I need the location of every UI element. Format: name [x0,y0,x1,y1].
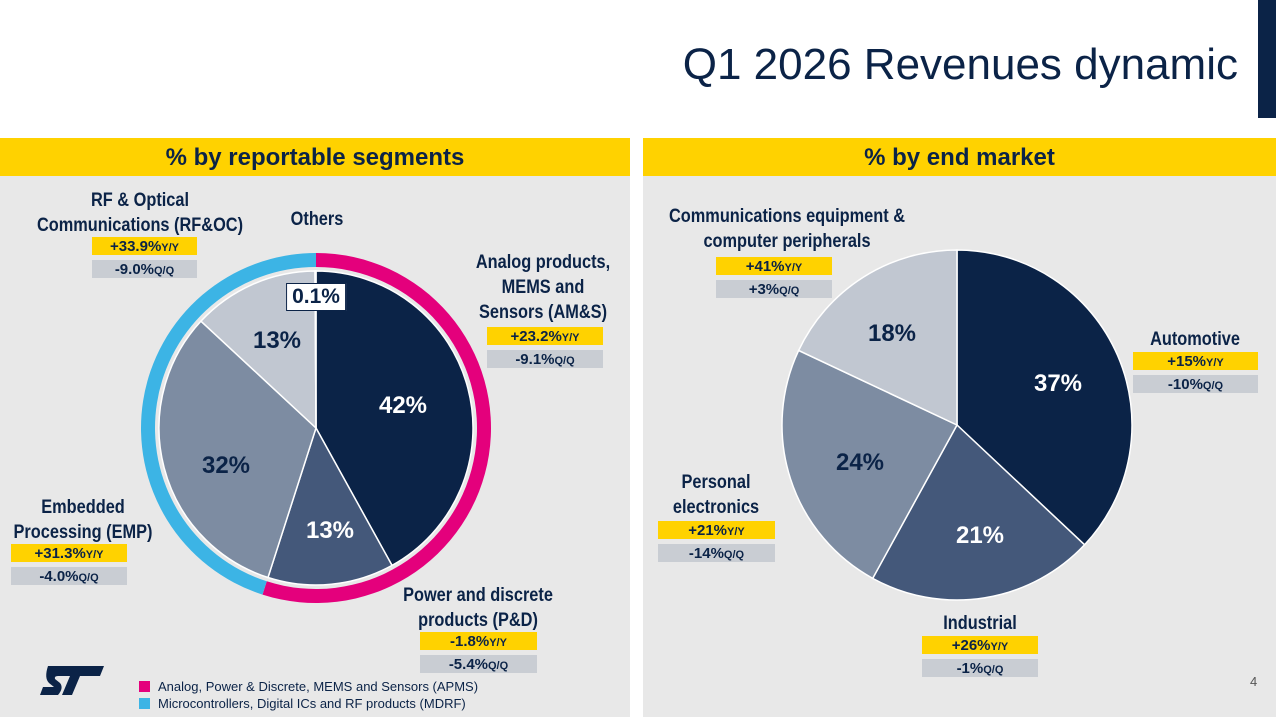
yoy-value: +31.3% [34,545,86,562]
yoy-growth: +21%Y/Y [658,521,775,539]
panel-title: % by reportable segments [0,138,630,176]
pie-slice [781,349,959,580]
qoq-growth: +3%Q/Q [716,280,832,298]
qoq-growth: -1%Q/Q [922,659,1038,677]
yoy-value: +33.9% [109,238,162,255]
category-label: Others [290,209,344,230]
yoy-value: +21% [688,522,728,539]
accent-bar [1258,0,1276,118]
value-label: 42% [378,392,428,419]
value-label: 0.1% [286,283,346,311]
category-label: Embedded Processing (EMP) [13,497,153,543]
yoy-value: +23.2% [510,328,562,345]
yoy-suffix: Y/Y [85,549,104,561]
value-label: 32% [201,452,251,479]
qoq-growth: -4.0%Q/Q [11,567,127,585]
yoy-suffix: Y/Y [161,242,180,254]
yoy-value: +41% [745,258,785,275]
yoy-growth: +33.9%Y/Y [92,237,197,255]
value-label: 13% [252,327,302,354]
qoq-suffix: Q/Q [78,572,99,584]
qoq-suffix: Q/Q [1202,380,1224,392]
yoy-suffix: Y/Y [727,526,745,538]
legend-label: Analog, Power & Discrete, MEMS and Senso… [158,679,479,694]
pie-slice [158,320,317,579]
yoy-suffix: Y/Y [1206,357,1224,369]
legend-entry: Analog, Power & Discrete, MEMS and Senso… [139,679,478,694]
pie-slice [797,249,958,427]
pie-slice [956,249,1133,546]
category-label: Analog products, MEMS and Sensors (AM&S) [475,252,611,323]
category-label: Personal electronics [672,472,760,518]
category-label: Industrial [943,613,1017,634]
value-label: 21% [955,522,1005,549]
qoq-value: -1% [956,660,984,677]
value-label: 24% [835,449,885,476]
qoq-value: +3% [748,281,780,298]
pie-slice [315,270,474,567]
yoy-suffix: Y/Y [489,637,507,649]
qoq-growth: -10%Q/Q [1133,375,1258,393]
value-label: 18% [867,320,917,347]
value-label: 37% [1033,370,1083,397]
qoq-value: -9.1% [515,351,555,368]
yoy-growth: +41%Y/Y [716,257,832,275]
yoy-value: +26% [951,637,991,654]
pie-slice [871,423,1086,601]
slide-title: Q1 2026 Revenues dynamic [682,40,1238,89]
category-label: RF & Optical Communications (RF&OC) [36,190,244,236]
qoq-suffix: Q/Q [488,660,509,672]
qoq-growth: -9.1%Q/Q [487,350,603,368]
yoy-suffix: Y/Y [784,262,803,274]
yoy-value: -1.8% [450,633,490,650]
page-number: 4 [1250,674,1258,689]
qoq-value: -14% [688,545,724,562]
qoq-value: -5.4% [448,656,488,673]
yoy-growth: +15%Y/Y [1133,352,1258,370]
qoq-suffix: Q/Q [779,285,800,297]
pie-slice [267,426,394,586]
st-logo [40,666,104,695]
value-label: 13% [305,517,355,544]
qoq-value: -10% [1167,376,1203,393]
qoq-suffix: Q/Q [723,549,745,561]
legend-swatch [139,698,150,709]
yoy-growth: +31.3%Y/Y [11,544,127,562]
qoq-suffix: Q/Q [554,355,575,367]
qoq-suffix: Q/Q [154,265,175,277]
yoy-growth: +23.2%Y/Y [487,327,603,345]
qoq-value: -4.0% [39,568,79,585]
qoq-value: -9.0% [114,261,154,278]
legend-swatch [139,681,150,692]
yoy-suffix: Y/Y [561,332,580,344]
category-label: Automotive [1150,329,1240,350]
panel-title: % by end market [643,138,1276,176]
qoq-growth: -5.4%Q/Q [420,655,537,673]
yoy-suffix: Y/Y [990,641,1009,653]
legend-label: Microcontrollers, Digital ICs and RF pro… [158,696,466,711]
yoy-growth: -1.8%Y/Y [420,632,537,650]
legend-entry: Microcontrollers, Digital ICs and RF pro… [139,696,466,711]
qoq-suffix: Q/Q [983,664,1004,676]
qoq-growth: -14%Q/Q [658,544,775,562]
category-label: Communications equipment & computer peri… [668,206,906,252]
category-label: Power and discrete products (P&D) [403,585,553,631]
yoy-growth: +26%Y/Y [922,636,1038,654]
yoy-value: +15% [1167,353,1207,370]
qoq-growth: -9.0%Q/Q [92,260,197,278]
